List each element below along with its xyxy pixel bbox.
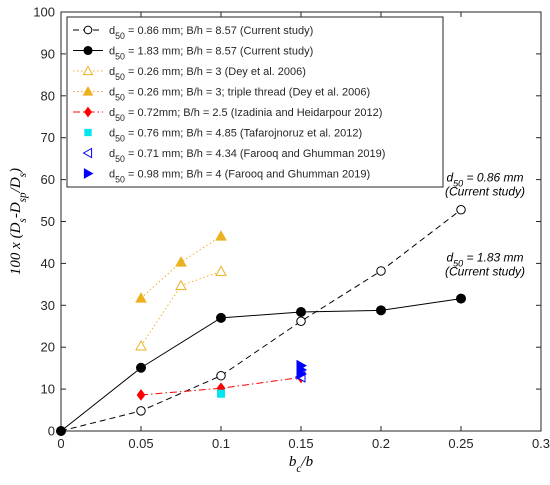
x-tick-label: 0.3: [532, 436, 550, 451]
data-point: [216, 312, 226, 323]
series-6: [217, 389, 225, 398]
legend-marker: [82, 85, 94, 96]
data-point: [215, 265, 227, 276]
series-8: [296, 359, 308, 380]
series-4: [135, 230, 227, 303]
data-point: [56, 426, 66, 436]
data-point: [296, 307, 306, 318]
series-2: [56, 293, 466, 436]
legend-item: d50 = 0.26 mm; B/h = 3; triple thread (D…: [73, 85, 370, 103]
data-point: [456, 293, 466, 304]
x-tick-label: 0.1: [212, 436, 230, 451]
data-point: [135, 292, 147, 303]
x-tick-label: 0.15: [288, 436, 313, 451]
legend-label: d50 = 0.98 mm; B/h = 4 (Farooq and Ghumm…: [109, 169, 370, 185]
y-tick-label: 40: [41, 256, 55, 271]
legend-marker: [83, 168, 94, 179]
legend-item: d50 = 1.83 mm; B/h = 8.57 (Current study…: [73, 46, 313, 62]
data-point: [135, 339, 147, 351]
legend-label: d50 = 0.72mm; B/h = 2.5 (Izadinia and He…: [109, 107, 382, 123]
y-tick-label: 10: [41, 382, 55, 397]
legend-marker: [84, 128, 92, 137]
y-tick-label: 90: [41, 46, 55, 61]
annotation-2: d50 = 1.83 mm(Current study): [445, 250, 525, 278]
legend: d50 = 0.86 mm; B/h = 8.57 (Current study…: [66, 16, 444, 188]
legend-label: d50 = 0.86 mm; B/h = 8.57 (Current study…: [109, 25, 313, 41]
y-tick-label: 20: [41, 340, 55, 355]
legend-marker: [84, 106, 92, 118]
legend-item: d50 = 0.86 mm; B/h = 8.57 (Current study…: [73, 25, 313, 41]
y-tick-label: 70: [41, 130, 55, 145]
series-line: [60, 298, 462, 432]
annotation-1: d50 = 0.86 mm(Current study): [445, 171, 525, 199]
annotation-label: d50 = 0.86 mm: [446, 171, 523, 189]
series-3: [135, 265, 227, 351]
y-tick-label: 0: [48, 424, 55, 439]
y-axis-label: 100 x (Ds-Dsp/Ds): [8, 168, 29, 275]
x-tick-label: 0.25: [448, 436, 473, 451]
y-tick-label: 60: [41, 172, 55, 187]
data-point: [456, 205, 466, 215]
annotation-sublabel: (Current study): [445, 185, 525, 199]
legend-item: d50 = 0.26 mm; B/h = 3 (Dey et al. 2006): [73, 65, 306, 82]
data-point: [136, 406, 146, 416]
data-point: [175, 279, 187, 291]
legend-label: d50 = 0.71 mm; B/h = 4.34 (Farooq and Gh…: [109, 148, 385, 164]
legend-item: d50 = 0.98 mm; B/h = 4 (Farooq and Ghumm…: [83, 168, 370, 185]
legend-item: d50 = 0.76 mm; B/h = 4.85 (Tafarojnoruz …: [84, 128, 362, 144]
data-point: [215, 230, 227, 241]
y-tick-label: 30: [41, 298, 55, 313]
legend-box: [66, 16, 444, 188]
legend-item: d50 = 0.72mm; B/h = 2.5 (Izadinia and He…: [73, 106, 382, 123]
data-point: [217, 389, 225, 398]
data-point: [136, 362, 146, 373]
data-point: [175, 256, 187, 267]
legend-label: d50 = 0.26 mm; B/h = 3; triple thread (D…: [109, 87, 370, 103]
data-point: [296, 359, 308, 372]
x-tick-label: 0: [57, 436, 64, 451]
series-line: [140, 376, 302, 396]
legend-marker: [83, 25, 93, 35]
x-tick-label: 0.05: [128, 436, 153, 451]
data-point: [296, 316, 306, 326]
legend-marker: [82, 147, 93, 159]
annotation-sublabel: (Current study): [445, 264, 525, 278]
legend-label: d50 = 0.76 mm; B/h = 4.85 (Tafarojnoruz …: [109, 128, 362, 144]
legend-marker: [82, 65, 94, 76]
legend-label: d50 = 1.83 mm; B/h = 8.57 (Current study…: [109, 46, 313, 62]
legend-label: d50 = 0.26 mm; B/h = 3 (Dey et al. 2006): [109, 66, 306, 82]
annotation-label: d50 = 1.83 mm: [446, 250, 523, 268]
y-tick-label: 80: [41, 88, 55, 103]
x-tick-label: 0.2: [372, 436, 390, 451]
y-tick-label: 100: [33, 5, 55, 20]
data-point: [376, 266, 386, 276]
data-point: [136, 389, 146, 401]
legend-marker: [83, 45, 93, 56]
y-tick-label: 50: [41, 214, 55, 229]
data-point: [216, 370, 226, 381]
x-axis-label: bc/b: [289, 454, 314, 475]
legend-item: d50 = 0.71 mm; B/h = 4.34 (Farooq and Gh…: [82, 147, 385, 164]
data-point: [376, 305, 386, 316]
